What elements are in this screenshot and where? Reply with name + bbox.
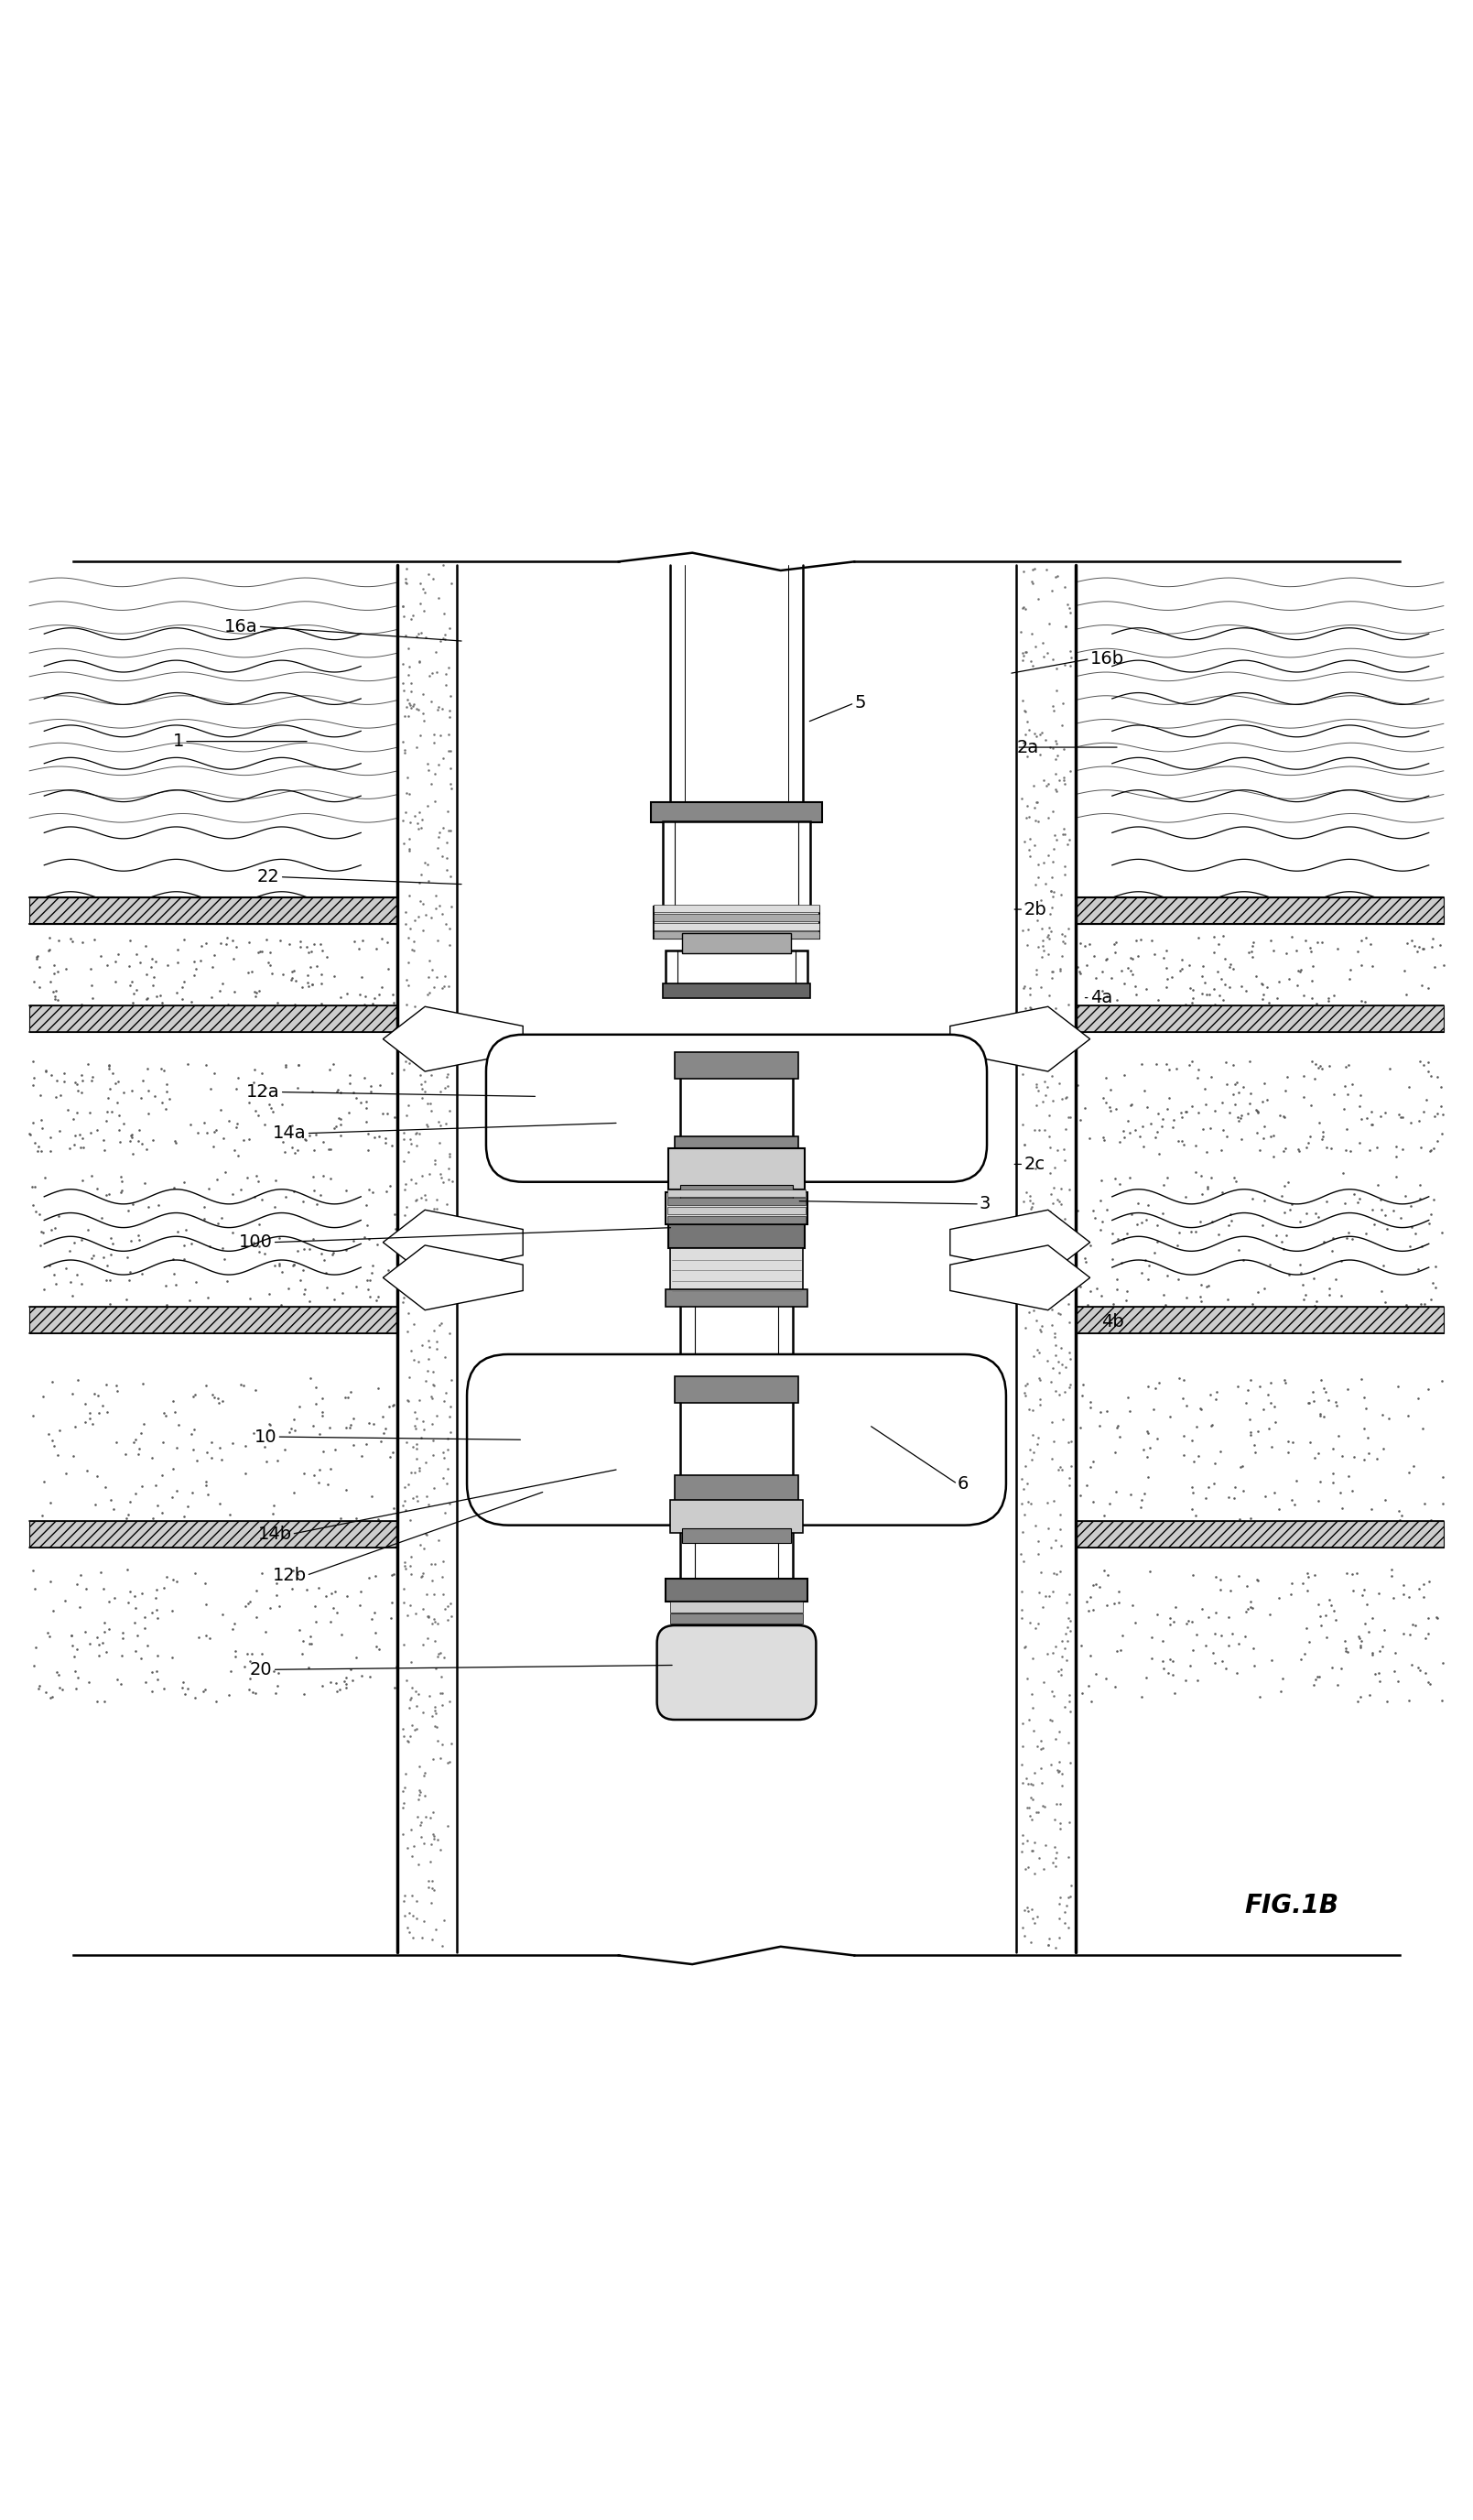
Bar: [670, 1625, 803, 1635]
Text: 16a: 16a: [224, 617, 258, 635]
Bar: [654, 907, 819, 940]
Bar: [654, 905, 819, 912]
Bar: [667, 1207, 806, 1215]
FancyBboxPatch shape: [467, 1353, 1006, 1525]
Text: 16b: 16b: [1090, 650, 1124, 668]
Bar: [675, 1053, 798, 1079]
Bar: [29, 1308, 398, 1333]
Bar: [666, 950, 807, 988]
Text: 4a: 4a: [1090, 988, 1112, 1005]
Bar: [663, 983, 810, 998]
Text: 4b: 4b: [1102, 1313, 1124, 1331]
Bar: [670, 1247, 803, 1293]
Bar: [666, 1192, 807, 1225]
Text: 100: 100: [239, 1235, 273, 1250]
Bar: [667, 1197, 806, 1205]
Bar: [29, 1520, 398, 1547]
Bar: [682, 932, 791, 953]
Bar: [667, 1189, 806, 1197]
Text: 2a: 2a: [1016, 738, 1038, 756]
Text: 20: 20: [250, 1661, 273, 1678]
Text: 10: 10: [255, 1429, 277, 1446]
Bar: [667, 1215, 806, 1222]
Bar: [651, 801, 822, 822]
Text: 14a: 14a: [273, 1124, 306, 1142]
Bar: [29, 897, 398, 925]
Bar: [666, 1578, 807, 1603]
Bar: [669, 1149, 804, 1189]
Bar: [670, 1603, 803, 1613]
Bar: [675, 1137, 798, 1162]
Bar: [681, 1184, 792, 1200]
Text: 2b: 2b: [1024, 900, 1046, 917]
Text: 12b: 12b: [273, 1567, 306, 1585]
Bar: [1075, 1520, 1444, 1547]
Text: 3: 3: [980, 1194, 991, 1212]
Bar: [670, 1638, 803, 1648]
Bar: [1075, 897, 1444, 925]
Text: 5: 5: [854, 696, 866, 711]
Bar: [654, 922, 819, 930]
Bar: [682, 1527, 791, 1542]
Bar: [663, 822, 810, 907]
Text: 1: 1: [172, 733, 184, 751]
Bar: [1075, 1308, 1444, 1333]
Polygon shape: [383, 1245, 523, 1310]
Bar: [1075, 1005, 1444, 1031]
Bar: [669, 1225, 804, 1247]
Bar: [670, 1499, 803, 1532]
Bar: [675, 1474, 798, 1502]
Bar: [675, 1376, 798, 1404]
Polygon shape: [950, 1210, 1090, 1275]
Text: 22: 22: [258, 869, 280, 885]
FancyBboxPatch shape: [486, 1036, 987, 1182]
Bar: [29, 1005, 398, 1031]
Text: 14b: 14b: [258, 1525, 292, 1542]
Polygon shape: [950, 1005, 1090, 1071]
Text: 12a: 12a: [246, 1084, 280, 1101]
FancyBboxPatch shape: [657, 1625, 816, 1719]
Bar: [670, 1613, 803, 1623]
Text: 6: 6: [957, 1474, 969, 1492]
Text: 2c: 2c: [1024, 1157, 1044, 1172]
Text: FIG.1B: FIG.1B: [1245, 1893, 1339, 1918]
Bar: [666, 1290, 807, 1308]
Polygon shape: [383, 1005, 523, 1071]
Polygon shape: [950, 1245, 1090, 1310]
Polygon shape: [383, 1210, 523, 1275]
Bar: [654, 915, 819, 922]
Bar: [654, 932, 819, 940]
